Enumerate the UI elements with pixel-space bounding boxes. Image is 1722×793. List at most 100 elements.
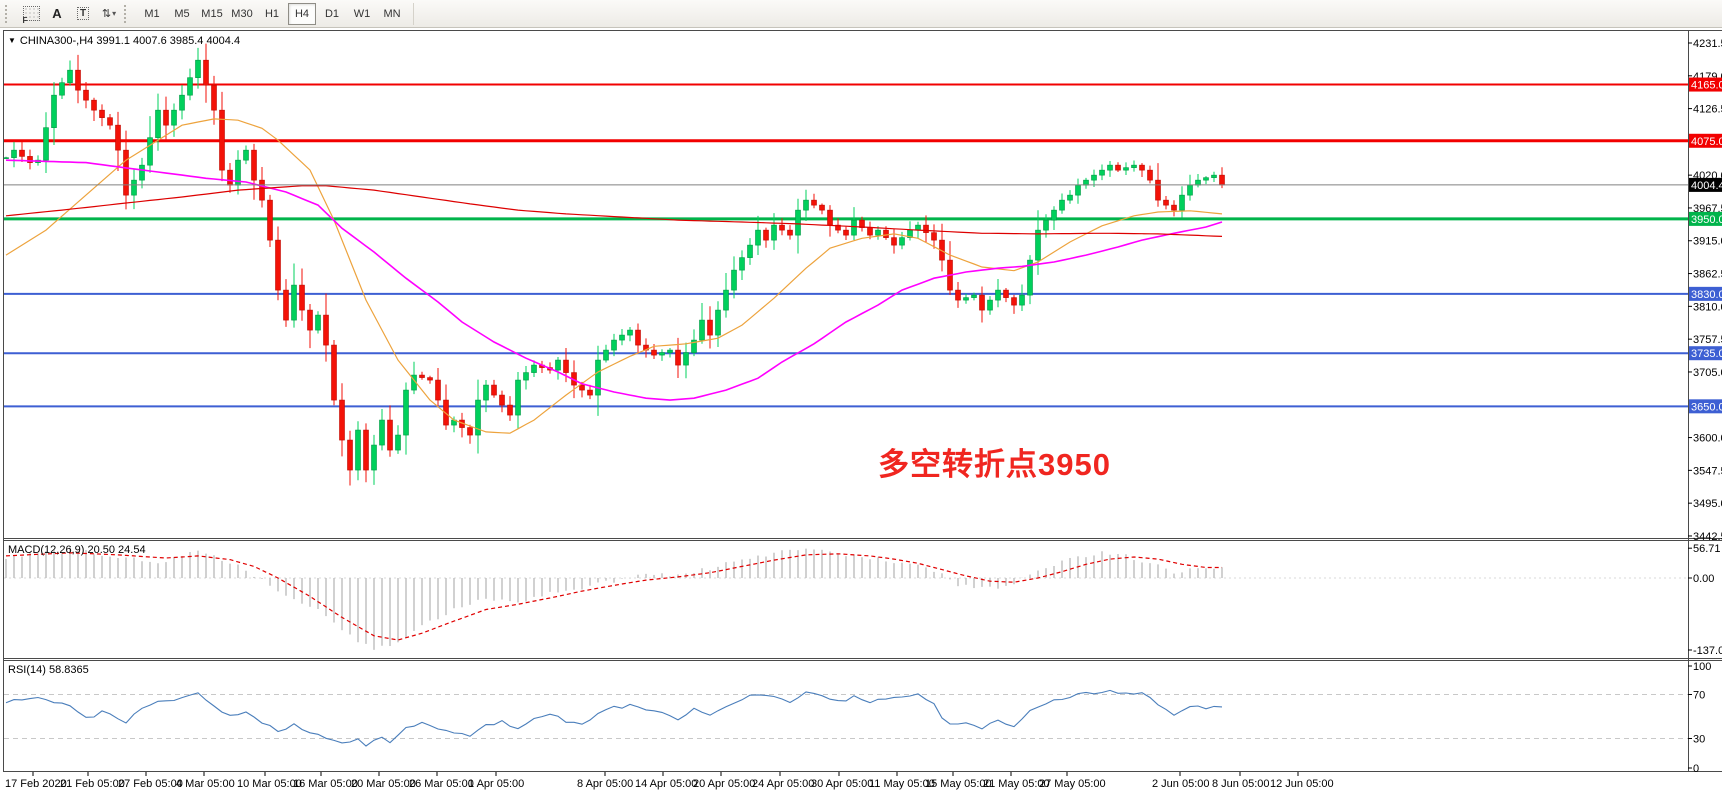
price-tick-label: 4231.5 [1693, 38, 1722, 50]
candle-body [979, 294, 985, 311]
toolbar-grip[interactable] [5, 4, 14, 23]
candle-body [1059, 199, 1065, 211]
time-tick-label: 17 Feb 2020 [5, 778, 67, 790]
chevron-down-icon: ▾ [112, 9, 117, 18]
candle-body [1211, 174, 1217, 178]
timeframe-button-M15[interactable]: M15 [201, 7, 223, 20]
candle-body [1187, 184, 1193, 196]
macd-tick-label: -137.01 [1693, 645, 1722, 657]
rsi-indicator-label: RSI(14) 58.8365 [8, 664, 89, 676]
candle-body [483, 384, 489, 401]
timeframe-button-D1[interactable]: D1 [324, 7, 340, 20]
timeframe-button-W1[interactable]: W1 [353, 7, 371, 20]
timeframe-button-M30[interactable]: M30 [231, 7, 253, 20]
price-tick-label: 3705.0 [1693, 367, 1722, 379]
rsi-pane [4, 689, 1688, 747]
time-tick-label: 20 Apr 05:00 [693, 778, 755, 790]
candle-body [787, 229, 793, 236]
timeframe-button-M5[interactable]: M5 [174, 7, 190, 20]
price-tick-label: 3495.0 [1693, 498, 1722, 510]
candle-body [475, 399, 481, 436]
time-tick-label: 1 Apr 05:00 [468, 778, 524, 790]
candle-body [347, 439, 353, 471]
candle-body [115, 124, 121, 151]
candle-body [955, 289, 961, 301]
time-tick-label: 27 Feb 05:00 [118, 778, 183, 790]
candle-body [1003, 289, 1009, 298]
candle-body [995, 289, 1001, 301]
candle-body [491, 384, 497, 396]
rsi-tick-label: 70 [1693, 690, 1705, 702]
price-label-text: 3650.0 [1691, 401, 1722, 413]
price-label-text: 4075.0 [1691, 136, 1722, 148]
price-tick-label: 4126.5 [1693, 104, 1722, 116]
candle-body [267, 199, 273, 241]
candle-body [611, 339, 617, 351]
candle-body [187, 77, 193, 96]
candle-body [651, 349, 657, 356]
candle-body [891, 237, 897, 246]
timeframe-button-MN[interactable]: MN [383, 7, 401, 20]
price-tick-label: 3757.5 [1693, 334, 1722, 346]
time-tick-label: 21 Feb 05:00 [60, 778, 125, 790]
candle-body [3, 157, 9, 159]
candle-body [259, 179, 265, 201]
price-label-box [1689, 286, 1722, 301]
price-tick-label: 3810.0 [1693, 301, 1722, 313]
candle-body [395, 434, 401, 451]
candle-body [195, 59, 201, 78]
candle-body [499, 394, 505, 406]
time-tick-label: 10 Mar 05:00 [237, 778, 302, 790]
candle-body [1139, 164, 1145, 171]
candle-body [123, 149, 129, 196]
candle-body [283, 289, 289, 321]
collapse-triangle-icon[interactable]: ▼ [8, 36, 16, 45]
macd-pane [4, 547, 1688, 650]
macd-signal-line [5, 552, 1222, 641]
candle-body [1123, 167, 1129, 171]
candle-body [147, 137, 153, 166]
candle-body [627, 329, 633, 336]
candle-body [803, 199, 809, 211]
candle-body [219, 109, 225, 171]
timeframe-button-H4[interactable]: H4 [288, 2, 316, 25]
candle-body [107, 117, 113, 126]
arrows-tool-button[interactable]: ⇅ ▾ [96, 2, 122, 26]
candle-body [139, 164, 145, 181]
timeframe-button-M1[interactable]: M1 [144, 7, 160, 20]
candle-body [1019, 294, 1025, 306]
candle-body [867, 227, 873, 236]
timeframe-button-group: M1 M5 M15 M30 H1 H4 D1 W1 MN [137, 2, 407, 25]
toolbar-grip[interactable] [124, 4, 133, 23]
price-tick-label: 3915.0 [1693, 236, 1722, 248]
time-tick-label: 12 Jun 05:00 [1270, 778, 1334, 790]
time-tick-label: 24 Apr 05:00 [752, 778, 814, 790]
candle-body [755, 229, 761, 246]
chart-symbol-header[interactable]: ▼ CHINA300-,H4 3991.1 4007.6 3985.4 4004.… [8, 35, 240, 47]
candle-body [155, 109, 161, 138]
text-tool-button[interactable]: A [44, 2, 70, 26]
candle-body [467, 427, 473, 436]
candle-body [291, 284, 297, 321]
price-label-box [1689, 177, 1722, 192]
candle-body [1075, 184, 1081, 196]
candle-body [179, 94, 185, 111]
candle-body [555, 359, 561, 371]
chart-text-annotation[interactable]: 多空转折点3950 [878, 447, 1111, 482]
fibonacci-tool-button[interactable]: F [18, 2, 44, 26]
candle-body [723, 289, 729, 311]
timeframe-button-H1[interactable]: H1 [264, 7, 280, 20]
candle-body [59, 82, 65, 96]
candle-body [691, 339, 697, 353]
price-label-box [1689, 346, 1722, 361]
time-tick-label: 30 Apr 05:00 [811, 778, 873, 790]
candle-body [227, 169, 233, 186]
rsi-tick-label: 30 [1693, 734, 1705, 746]
candle-body [635, 329, 641, 346]
candle-body [251, 149, 257, 181]
ma-red-line [5, 185, 1223, 237]
price-label-text: 3950.0 [1691, 214, 1722, 226]
text-label-tool-button[interactable]: T [70, 2, 96, 26]
